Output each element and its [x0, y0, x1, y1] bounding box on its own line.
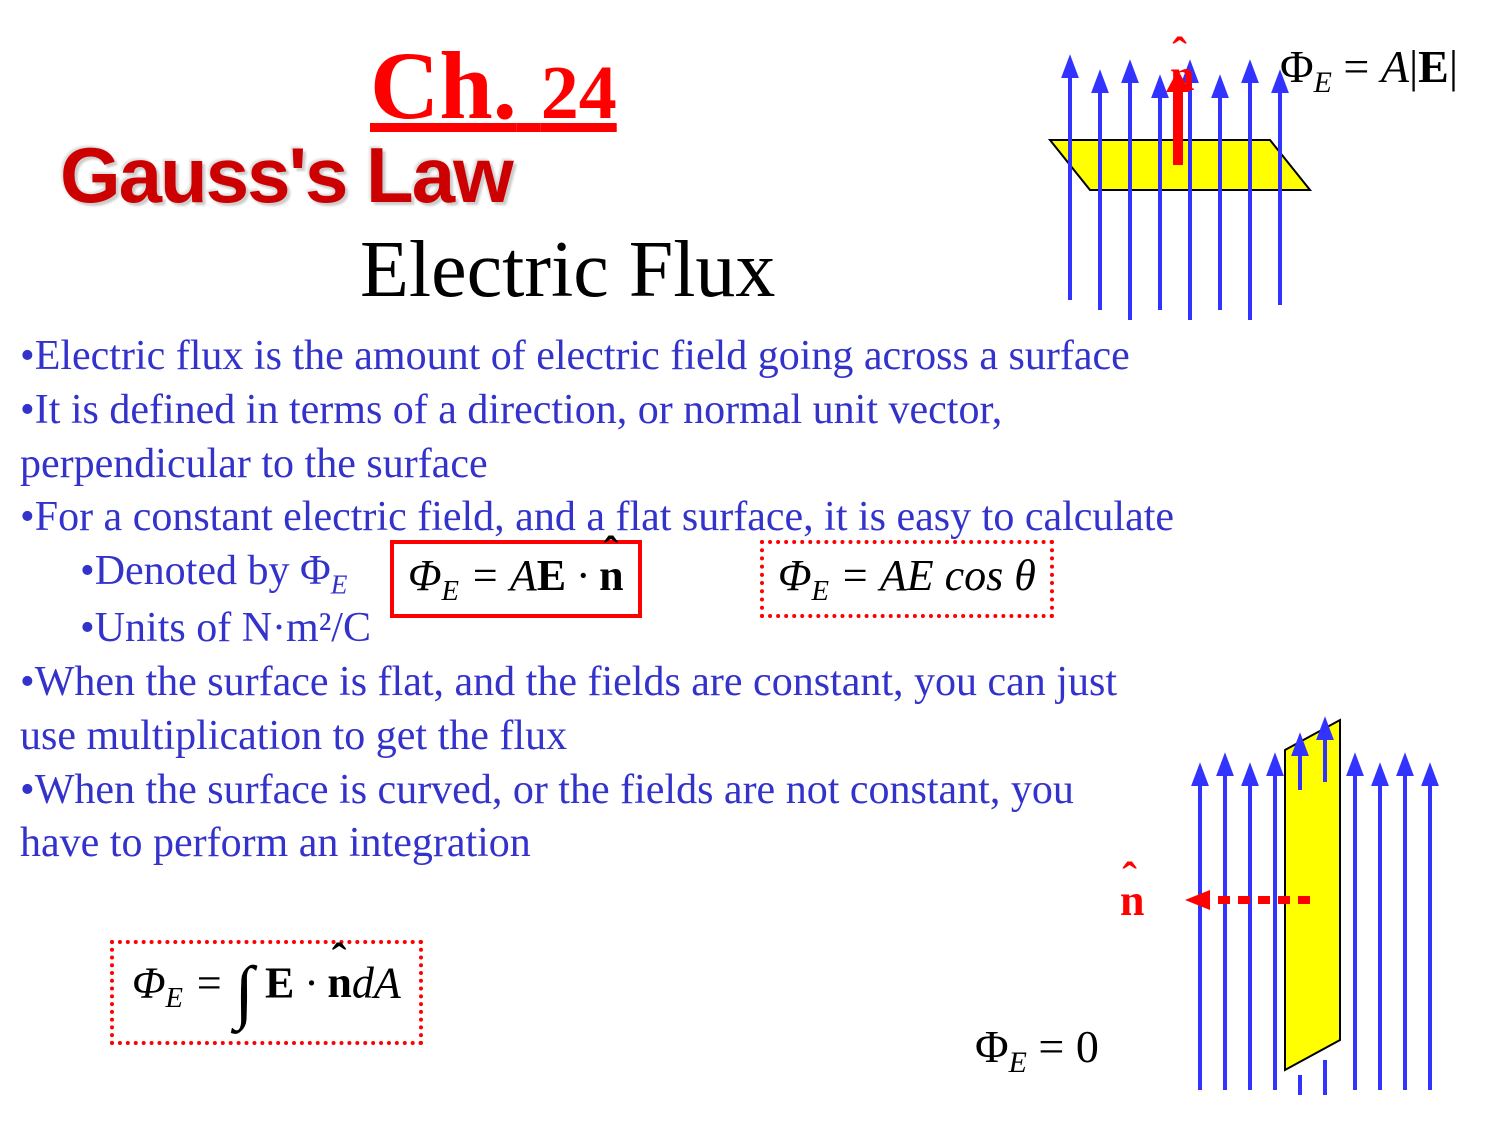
diagram-1-equation: ΦE = A|E|	[1280, 40, 1458, 100]
flux-diagram-1-svg	[1000, 40, 1320, 340]
formula-dashed-box-1: ΦE = AE cos θ	[760, 540, 1054, 618]
formula-dashed-box-2: ΦE = ∫ E · ndA	[110, 940, 423, 1045]
bullet-2: •It is defined in terms of a direction, …	[20, 384, 1220, 492]
formula-solid-box: ΦE = AE · n	[390, 540, 642, 618]
chapter-title: Ch. 24	[370, 30, 617, 141]
surface-shape-2	[1285, 720, 1340, 1070]
flux-diagram-1	[1000, 40, 1320, 340]
gauss-law-title: Gauss's Law	[60, 130, 512, 221]
bullet-5: •When the surface is curved, or the fiel…	[20, 764, 1120, 872]
diagram-2-equation: ΦE = 0	[975, 1020, 1099, 1080]
bullet-3a: •Denoted by ΦE	[20, 545, 1480, 602]
nhat-label-1: n	[1170, 50, 1194, 101]
bullet-3: •For a constant electric field, and a fl…	[20, 491, 1480, 545]
bullet-3b: •Units of N·m²/C	[20, 602, 1480, 656]
flux-diagram-2	[1140, 700, 1480, 1100]
chapter-number: 24	[541, 51, 617, 135]
chapter-label: Ch.	[370, 32, 517, 139]
bullet-4: •When the surface is flat, and the field…	[20, 656, 1120, 764]
flux-diagram-2-svg	[1140, 700, 1480, 1100]
nhat-label-2: n	[1120, 875, 1144, 926]
page-subtitle: Electric Flux	[360, 225, 775, 316]
